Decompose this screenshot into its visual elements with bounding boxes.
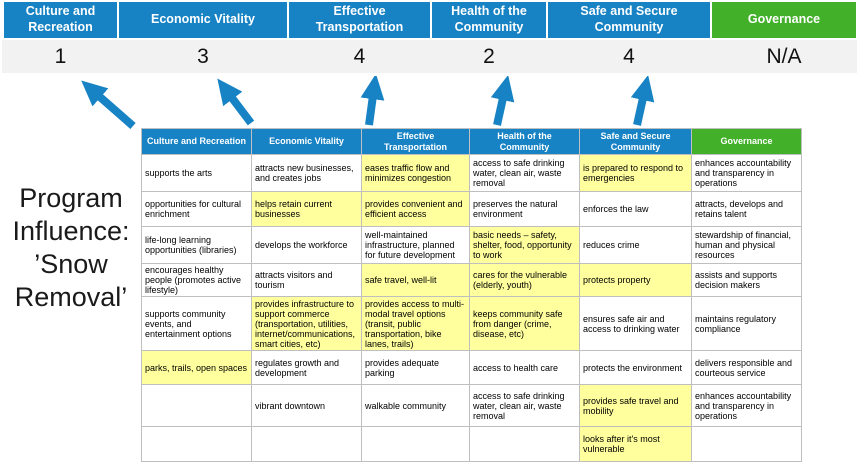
table-cell: enforces the law xyxy=(579,191,692,227)
table-cell xyxy=(251,426,362,463)
score-safe-secure: 4 xyxy=(623,44,635,68)
matrix-header-governance: Governance xyxy=(691,128,802,155)
table-row: vibrant downtown walkable community acce… xyxy=(141,384,802,428)
table-cell: keeps community safe from danger (crime,… xyxy=(469,296,580,352)
score-row: 1 3 4 2 4 N/A xyxy=(4,40,856,73)
title-line: Removal’ xyxy=(14,281,128,312)
matrix-header-row: Culture and Recreation Economic Vitality… xyxy=(141,128,802,155)
summary-header-row: Culture and Recreation Economic Vitality… xyxy=(4,2,856,38)
table-cell: enhances accountability and transparency… xyxy=(691,384,802,428)
table-cell: stewardship of financial, human and phys… xyxy=(691,226,802,264)
table-cell: walkable community xyxy=(361,384,470,428)
table-cell: helps retain current businesses xyxy=(251,191,362,227)
summary-header-health-community: Health of the Community xyxy=(432,2,546,38)
summary-header-governance: Governance xyxy=(712,2,856,38)
arrows-layer xyxy=(81,76,655,130)
table-cell: cares for the vulnerable (elderly, youth… xyxy=(469,262,580,298)
score-governance: N/A xyxy=(766,44,802,68)
table-row: life-long learning opportunities (librar… xyxy=(141,226,802,264)
score-effective-transportation: 4 xyxy=(353,44,366,68)
table-cell: opportunities for cultural enrichment xyxy=(141,191,252,227)
table-cell: develops the workforce xyxy=(251,226,362,264)
table-cell: preserves the natural environment xyxy=(469,191,580,227)
summary-header-economic-vitality: Economic Vitality xyxy=(119,2,287,38)
table-cell: provides convenient and efficient access xyxy=(361,191,470,227)
table-cell xyxy=(469,426,580,463)
up-arrow-icon xyxy=(217,78,255,126)
table-cell: maintains regulatory compliance xyxy=(691,296,802,352)
table-row: encourages healthy people (promotes acti… xyxy=(141,262,802,298)
table-cell: provides adequate parking xyxy=(361,350,470,386)
table-cell: provides access to multi-modal travel op… xyxy=(361,296,470,352)
table-cell: protects the environment xyxy=(579,350,692,386)
score-economic-vitality: 3 xyxy=(197,44,209,68)
table-cell: encourages healthy people (promotes acti… xyxy=(141,262,252,298)
table-cell: protects property xyxy=(579,262,692,298)
table-row: parks, trails, open spaces regulates gro… xyxy=(141,350,802,386)
table-cell: reduces crime xyxy=(579,226,692,264)
table-row: supports community events, and entertain… xyxy=(141,296,802,352)
table-cell: attracts visitors and tourism xyxy=(251,262,362,298)
matrix-header-health-community: Health of the Community xyxy=(469,128,580,155)
table-cell: attracts new businesses, and creates job… xyxy=(251,154,362,192)
table-cell: enhances accountability and transparency… xyxy=(691,154,802,192)
up-arrow-icon xyxy=(630,76,655,126)
table-cell: attracts, develops and retains talent xyxy=(691,191,802,227)
title-line: ’Snow xyxy=(34,248,108,279)
program-influence-matrix: Culture and Recreation Economic Vitality… xyxy=(141,128,802,463)
table-cell: assists and supports decision makers xyxy=(691,262,802,298)
up-arrow-icon xyxy=(81,80,136,130)
table-cell: supports community events, and entertain… xyxy=(141,296,252,352)
matrix-header-economic-vitality: Economic Vitality xyxy=(251,128,362,155)
table-row: looks after it's most vulnerable xyxy=(141,426,802,463)
table-cell xyxy=(141,426,252,463)
table-cell xyxy=(141,384,252,428)
table-cell: vibrant downtown xyxy=(251,384,362,428)
table-cell: regulates growth and development xyxy=(251,350,362,386)
table-cell: access to safe drinking water, clean air… xyxy=(469,154,580,192)
table-cell: is prepared to respond to emergencies xyxy=(579,154,692,192)
matrix-header-safe-secure: Safe and Secure Community xyxy=(579,128,692,155)
table-cell: parks, trails, open spaces xyxy=(141,350,252,386)
title-line: Program xyxy=(19,183,123,213)
table-cell: provides safe travel and mobility xyxy=(579,384,692,428)
summary-header-effective-transportation: Effective Transportation xyxy=(289,2,430,38)
table-row: supports the arts attracts new businesse… xyxy=(141,154,802,192)
table-cell: eases traffic flow and minimizes congest… xyxy=(361,154,470,192)
up-arrow-icon xyxy=(490,76,515,126)
summary-header-safe-secure: Safe and Secure Community xyxy=(548,2,710,38)
table-cell: ensures safe air and access to drinking … xyxy=(579,296,692,352)
score-culture-recreation: 1 xyxy=(54,44,67,68)
score-health-community: 2 xyxy=(483,44,495,68)
table-cell: well-maintained infrastructure, planned … xyxy=(361,226,470,264)
matrix-header-culture-recreation: Culture and Recreation xyxy=(141,128,252,155)
table-cell: access to health care xyxy=(469,350,580,386)
table-cell: delivers responsible and courteous servi… xyxy=(691,350,802,386)
table-cell: looks after it's most vulnerable xyxy=(579,426,692,463)
score-band: 1 3 4 2 4 N/A xyxy=(2,40,857,73)
table-row: opportunities for cultural enrichment he… xyxy=(141,191,802,227)
table-cell: life-long learning opportunities (librar… xyxy=(141,226,252,264)
matrix-header-effective-transportation: Effective Transportation xyxy=(361,128,470,155)
up-arrow-icon xyxy=(360,76,385,126)
title-line: Influence: xyxy=(12,215,130,246)
table-cell: basic needs – safety, shelter, food, opp… xyxy=(469,226,580,264)
table-cell: provides infrastructure to support comme… xyxy=(251,296,362,352)
table-cell: supports the arts xyxy=(141,154,252,192)
page-title: Program Influence: ’Snow Removal’ xyxy=(0,182,142,314)
table-cell: access to safe drinking water, clean air… xyxy=(469,384,580,428)
table-cell: safe travel, well-lit xyxy=(361,262,470,298)
table-cell xyxy=(361,426,470,463)
summary-header-culture-recreation: Culture and Recreation xyxy=(4,2,117,38)
table-cell xyxy=(691,426,802,463)
